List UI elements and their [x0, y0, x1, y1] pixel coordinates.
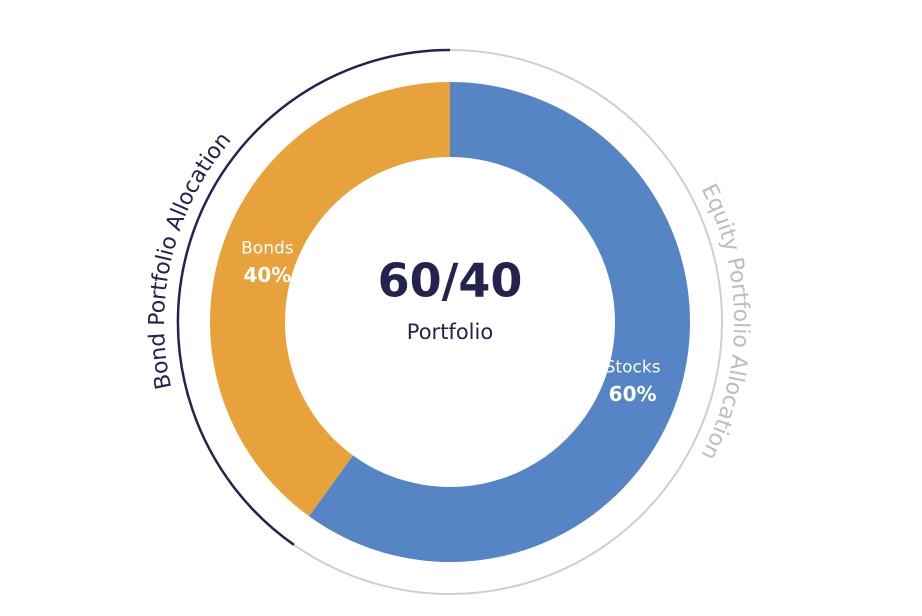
equity-arc-text: Equity Portfolio Allocation [696, 180, 754, 464]
slice-label: Stocks [605, 357, 661, 377]
slice-value-label: 60% [609, 382, 657, 406]
slice-value-label: 40% [243, 263, 291, 287]
center-title: 60/40 [378, 254, 523, 308]
center-subtitle: Portfolio [407, 320, 493, 344]
slice [308, 82, 691, 562]
slice-label: Bonds [241, 239, 294, 259]
equity-arc-label: Equity Portfolio Allocation [696, 180, 754, 464]
slice [210, 82, 450, 517]
slices [210, 82, 691, 562]
bond-ring-arc [176, 48, 451, 546]
